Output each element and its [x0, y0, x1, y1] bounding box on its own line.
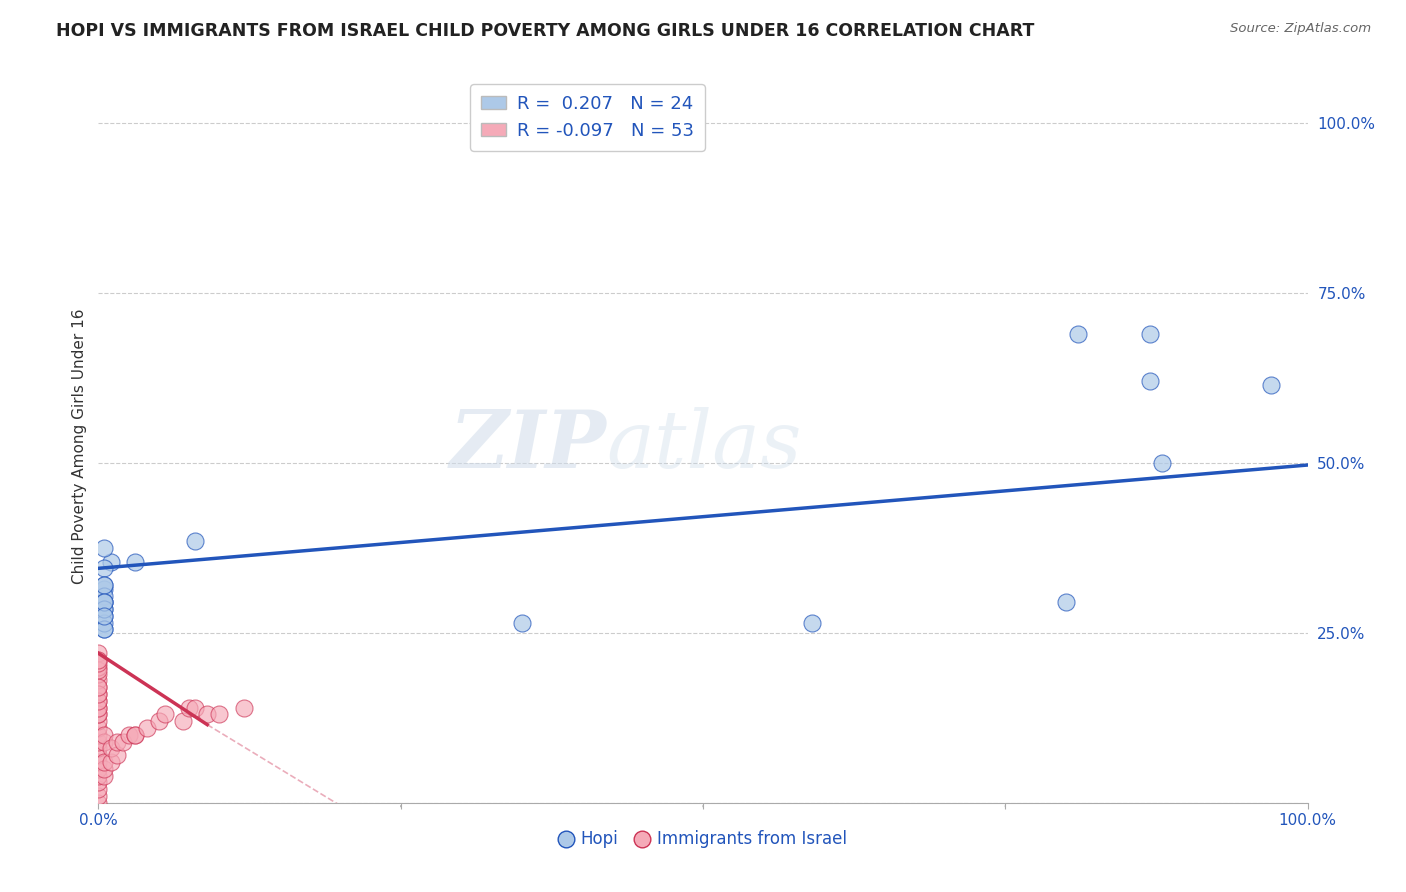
- Point: [93, 769, 115, 783]
- Point: [87, 663, 110, 677]
- Point: [87, 741, 110, 756]
- Point: [87, 653, 110, 667]
- Point: [1067, 326, 1090, 341]
- Point: [87, 673, 110, 688]
- Point: [124, 555, 146, 569]
- Point: [87, 748, 110, 763]
- Point: [510, 615, 533, 630]
- Point: [87, 755, 110, 769]
- Point: [87, 734, 110, 748]
- Point: [87, 707, 110, 722]
- Point: [800, 615, 823, 630]
- Point: [87, 782, 110, 797]
- Point: [93, 623, 115, 637]
- Point: [87, 769, 110, 783]
- Point: [208, 707, 231, 722]
- Point: [93, 755, 115, 769]
- Point: [93, 578, 115, 592]
- Point: [87, 657, 110, 671]
- Point: [124, 728, 146, 742]
- Point: [87, 700, 110, 714]
- Point: [93, 595, 115, 609]
- Point: [172, 714, 194, 729]
- Point: [1139, 326, 1161, 341]
- Point: [87, 728, 110, 742]
- Point: [118, 728, 141, 742]
- Point: [93, 561, 115, 575]
- Point: [100, 741, 122, 756]
- Y-axis label: Child Poverty Among Girls Under 16: Child Poverty Among Girls Under 16: [72, 309, 87, 583]
- Point: [93, 623, 115, 637]
- Point: [87, 762, 110, 776]
- Point: [100, 755, 122, 769]
- Point: [87, 666, 110, 681]
- Point: [87, 700, 110, 714]
- Point: [87, 680, 110, 694]
- Point: [232, 700, 254, 714]
- Point: [184, 534, 207, 549]
- Point: [148, 714, 170, 729]
- Point: [93, 762, 115, 776]
- Point: [100, 555, 122, 569]
- Point: [87, 680, 110, 694]
- Text: HOPI VS IMMIGRANTS FROM ISRAEL CHILD POVERTY AMONG GIRLS UNDER 16 CORRELATION CH: HOPI VS IMMIGRANTS FROM ISRAEL CHILD POV…: [56, 22, 1035, 40]
- Point: [105, 734, 128, 748]
- Point: [93, 582, 115, 596]
- Point: [87, 775, 110, 789]
- Point: [93, 595, 115, 609]
- Point: [124, 728, 146, 742]
- Point: [135, 721, 157, 735]
- Point: [87, 796, 110, 810]
- Point: [1152, 456, 1174, 470]
- Point: [87, 653, 110, 667]
- Point: [93, 589, 115, 603]
- Point: [1139, 375, 1161, 389]
- Point: [87, 646, 110, 660]
- Point: [111, 734, 134, 748]
- Point: [93, 541, 115, 555]
- Point: [87, 687, 110, 701]
- Point: [93, 602, 115, 616]
- Point: [87, 660, 110, 674]
- Point: [87, 694, 110, 708]
- Legend: Hopi, Immigrants from Israel: Hopi, Immigrants from Israel: [553, 824, 853, 855]
- Point: [87, 789, 110, 803]
- Point: [93, 734, 115, 748]
- Point: [87, 714, 110, 729]
- Point: [1260, 377, 1282, 392]
- Point: [195, 707, 218, 722]
- Point: [105, 748, 128, 763]
- Point: [93, 578, 115, 592]
- Point: [87, 694, 110, 708]
- Point: [179, 700, 201, 714]
- Point: [87, 707, 110, 722]
- Point: [93, 595, 115, 609]
- Point: [93, 728, 115, 742]
- Point: [93, 602, 115, 616]
- Point: [1054, 595, 1077, 609]
- Point: [93, 608, 115, 623]
- Text: Source: ZipAtlas.com: Source: ZipAtlas.com: [1230, 22, 1371, 36]
- Point: [153, 707, 176, 722]
- Point: [93, 608, 115, 623]
- Point: [93, 615, 115, 630]
- Point: [184, 700, 207, 714]
- Text: ZIP: ZIP: [450, 408, 606, 484]
- Text: atlas: atlas: [606, 408, 801, 484]
- Point: [87, 721, 110, 735]
- Point: [87, 687, 110, 701]
